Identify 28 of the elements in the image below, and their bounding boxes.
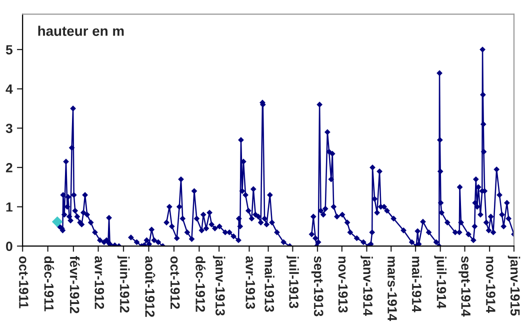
x-tick-label: oct-1912 [170, 256, 180, 309]
x-tick-label: janv-1914 [360, 256, 373, 316]
x-tick-label: déc-1912 [196, 256, 206, 312]
y-tick-label: 5 [6, 45, 12, 54]
x-tick-label: avr-1912 [94, 256, 104, 309]
x-tick-label: déc-1911 [44, 256, 54, 312]
x-tick-label: oct-1911 [19, 256, 28, 308]
x-tick-label: janv-1915 [508, 256, 520, 316]
x-tick-label: mai-1913 [264, 256, 274, 312]
x-tick-label: mai-1914 [412, 256, 422, 312]
x-tick-label: nov-1913 [338, 256, 348, 313]
x-tick-label: juin-1912 [117, 256, 130, 312]
x-tick-label: févr-1912 [70, 256, 80, 314]
y-tick-label: 1 [6, 202, 12, 212]
y-tick-label: 4 [6, 84, 13, 94]
x-tick-label: mars-1914 [388, 256, 397, 322]
y-tick-label: 2 [6, 163, 12, 172]
x-tick-label: août-1912 [145, 256, 156, 317]
x-tick-label: sept-1914 [458, 256, 471, 317]
x-tick-label: avr-1913 [246, 256, 256, 309]
y-tick-label: 3 [6, 124, 12, 134]
x-tick-label: janv-1913 [212, 256, 226, 316]
x-tick-label: juil-1914 [434, 256, 446, 309]
x-tick-label: nov-1914 [486, 256, 496, 313]
x-tick-label: sept-1913 [311, 256, 324, 316]
y-axis-title: hauteur en m [38, 26, 124, 36]
x-tick-label: juil-1913 [286, 256, 299, 308]
y-tick-label: 0 [6, 242, 12, 252]
